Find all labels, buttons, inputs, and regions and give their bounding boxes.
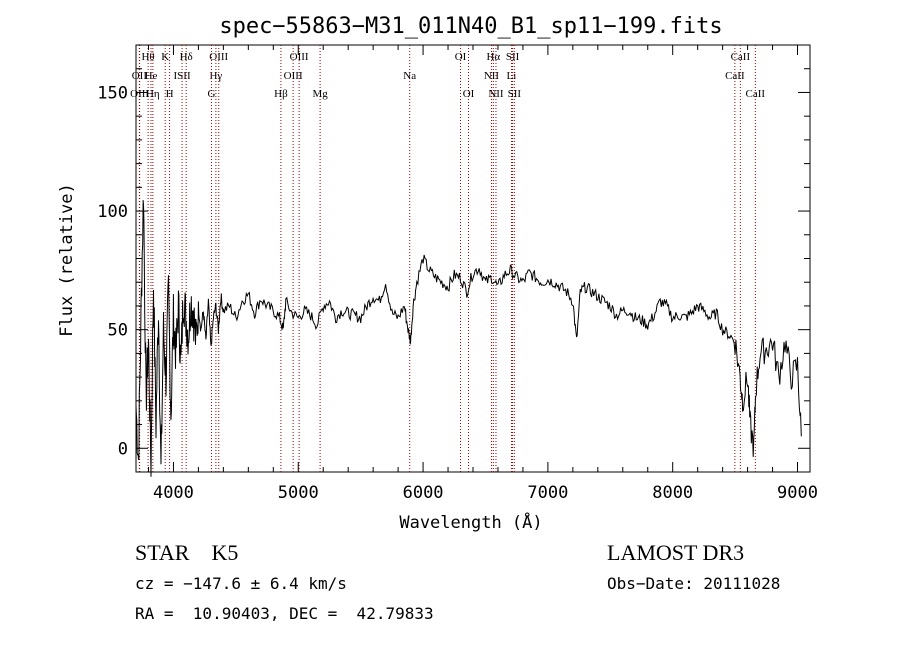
- marker-label-14: OIII: [284, 70, 303, 82]
- marker-label-3: He: [145, 70, 158, 82]
- marker-label-5: K: [161, 51, 169, 63]
- marker-label-2: OIII: [130, 88, 149, 100]
- marker-label-24: SII: [508, 88, 522, 100]
- marker-label-11: G: [208, 88, 216, 100]
- marker-label-4: Hη: [146, 88, 160, 100]
- spectrum-line: [135, 200, 802, 477]
- marker-label-8: Hδ: [180, 51, 193, 63]
- x-axis-label: Wavelength (Å): [399, 511, 542, 533]
- axis-ticks: 4000 5000 6000 7000 8000 9000 0 50 100 150: [97, 44, 818, 503]
- x-tick-label-2: 6000: [403, 483, 444, 503]
- marker-label-20: NII: [484, 70, 500, 82]
- marker-label-19: Hα: [486, 51, 500, 63]
- survey-label: LAMOST DR3: [607, 540, 745, 565]
- y-tick-label-1: 50: [108, 321, 128, 341]
- chart-title: spec−55863−M31_011N40_B1_sp11−199.fits: [219, 14, 722, 39]
- marker-label-10: Hγ: [209, 70, 222, 82]
- obs-date: Obs−Date: 20111028: [607, 574, 781, 593]
- x-tick-label-1: 5000: [278, 483, 319, 503]
- marker-label-16: Na: [403, 70, 416, 82]
- marker-label-17: OI: [455, 51, 467, 63]
- marker-label-7: ISII: [174, 70, 191, 82]
- marker-label-26: CaII: [725, 70, 745, 82]
- marker-label-12: Hβ: [274, 88, 288, 100]
- y-tick-label-2: 100: [97, 202, 128, 222]
- marker-label-21: NII: [488, 88, 504, 100]
- x-tick-label-3: 7000: [527, 483, 568, 503]
- x-tick-label-5: 9000: [777, 483, 818, 503]
- cz-line: cz = −147.6 ± 6.4 km/s: [135, 574, 347, 593]
- marker-label-9: OIII: [209, 51, 228, 63]
- y-axis-label: Flux (relative): [57, 183, 77, 337]
- y-tick-label-0: 0: [118, 439, 128, 459]
- marker-label-23: Li: [507, 70, 517, 82]
- marker-label-13: OIII: [290, 51, 309, 63]
- marker-label-27: CaII: [746, 88, 766, 100]
- marker-label-15: Mg: [312, 88, 328, 100]
- marker-label-18: OI: [463, 88, 475, 100]
- marker-label-25: CaII: [731, 51, 751, 63]
- plot-frame: [135, 44, 811, 473]
- marker-label-6: H: [166, 88, 174, 100]
- y-tick-label-3: 150: [97, 83, 128, 103]
- marker-label-22: SII: [506, 51, 520, 63]
- x-tick-label-0: 4000: [153, 483, 194, 503]
- x-tick-label-4: 8000: [652, 483, 693, 503]
- coordinates: RA = 10.90403, DEC = 42.79833: [135, 604, 434, 623]
- class-line: STAR K5: [135, 540, 239, 565]
